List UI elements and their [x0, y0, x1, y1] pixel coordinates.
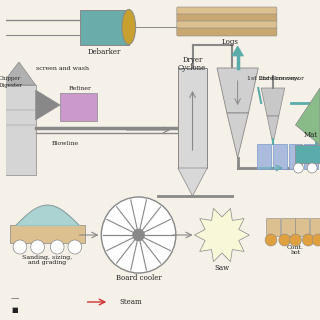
Polygon shape [267, 116, 279, 144]
Bar [10, 225, 85, 243]
Polygon shape [261, 88, 285, 116]
Polygon shape [232, 46, 244, 56]
Circle shape [312, 234, 320, 246]
Text: 2nd fibre conv.: 2nd fibre conv. [259, 76, 300, 81]
Polygon shape [195, 208, 249, 262]
Bar [257, 144, 271, 169]
Text: Board cooler: Board cooler [116, 274, 162, 282]
Circle shape [302, 234, 314, 246]
Text: ■: ■ [11, 306, 18, 314]
Ellipse shape [122, 10, 136, 44]
Polygon shape [217, 68, 258, 113]
Text: Steam: Steam [119, 298, 142, 306]
Circle shape [290, 234, 301, 246]
Circle shape [279, 234, 291, 246]
Bar [289, 144, 302, 169]
Text: screen and wash: screen and wash [36, 66, 89, 70]
Circle shape [307, 163, 317, 173]
Bar [304, 144, 318, 169]
Text: Saw: Saw [214, 264, 229, 272]
Polygon shape [1, 62, 36, 85]
Text: —: — [11, 294, 20, 302]
Text: Chipper: Chipper [0, 76, 20, 81]
Text: Debarker: Debarker [88, 48, 121, 56]
Bar [273, 144, 287, 169]
Polygon shape [178, 168, 207, 196]
FancyBboxPatch shape [177, 14, 277, 22]
Circle shape [31, 240, 44, 254]
FancyBboxPatch shape [177, 21, 277, 29]
Bar [310, 218, 320, 236]
Bar [295, 218, 309, 236]
Circle shape [50, 240, 64, 254]
Circle shape [133, 229, 144, 241]
Bar [1, 85, 36, 175]
Text: Sanding, sizing,
and grading: Sanding, sizing, and grading [22, 255, 73, 265]
Circle shape [13, 240, 27, 254]
Text: Refiner: Refiner [68, 85, 91, 91]
Text: Cont.
hot: Cont. hot [287, 244, 304, 255]
Bar [266, 218, 280, 236]
Text: Dryer: Dryer [182, 56, 203, 64]
Text: 1st fibre conveyor: 1st fibre conveyor [247, 76, 304, 81]
Circle shape [68, 240, 82, 254]
Circle shape [101, 197, 176, 273]
Text: Digester: Digester [0, 83, 22, 87]
Bar [60, 93, 97, 121]
Text: Logs: Logs [221, 38, 238, 46]
Text: Blowline: Blowline [52, 140, 79, 146]
Bar [281, 218, 294, 236]
Circle shape [265, 234, 277, 246]
Polygon shape [36, 90, 60, 120]
Circle shape [293, 163, 303, 173]
Polygon shape [295, 88, 320, 145]
Polygon shape [227, 113, 248, 158]
Bar [178, 68, 207, 168]
FancyBboxPatch shape [177, 28, 277, 36]
FancyBboxPatch shape [177, 7, 277, 15]
Bar [80, 10, 129, 45]
Text: Mat: Mat [304, 131, 318, 139]
Bar [295, 145, 320, 163]
Text: Cyclone: Cyclone [178, 64, 206, 72]
